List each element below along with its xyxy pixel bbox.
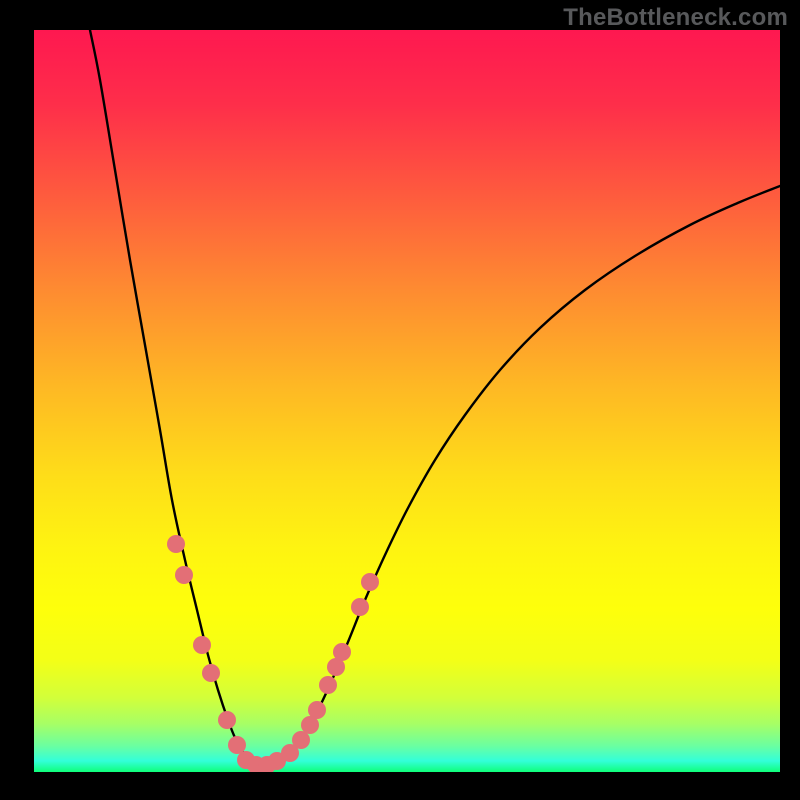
chart-svg (34, 30, 780, 772)
data-marker (351, 598, 369, 616)
data-marker (202, 664, 220, 682)
chart-frame: TheBottleneck.com (0, 0, 800, 800)
data-marker (228, 736, 246, 754)
data-marker (167, 535, 185, 553)
data-marker (361, 573, 379, 591)
data-marker (308, 701, 326, 719)
data-marker (193, 636, 211, 654)
data-marker (319, 676, 337, 694)
data-marker (175, 566, 193, 584)
gradient-background (34, 30, 780, 772)
data-marker (292, 731, 310, 749)
watermark-text: TheBottleneck.com (563, 4, 788, 32)
plot-area (34, 30, 780, 772)
data-marker (218, 711, 236, 729)
data-marker (333, 643, 351, 661)
